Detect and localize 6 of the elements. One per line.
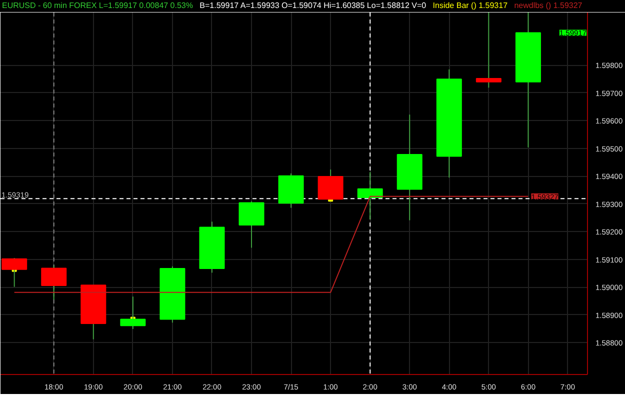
chart-title: EURUSD - 60 min FOREX L=1.59917 0.00847 0.53% — [2, 1, 193, 10]
text: newdlbs () — [514, 1, 552, 10]
text: Inside Bar () — [432, 1, 476, 10]
text: 1.59327 — [553, 1, 582, 10]
text: 1.59317 — [478, 1, 508, 10]
chart-subtitle: B=1.59917 A=1.59933 O=1.59074 Hi=1.60385 Lo=1.58812 V=0 — [200, 1, 426, 10]
